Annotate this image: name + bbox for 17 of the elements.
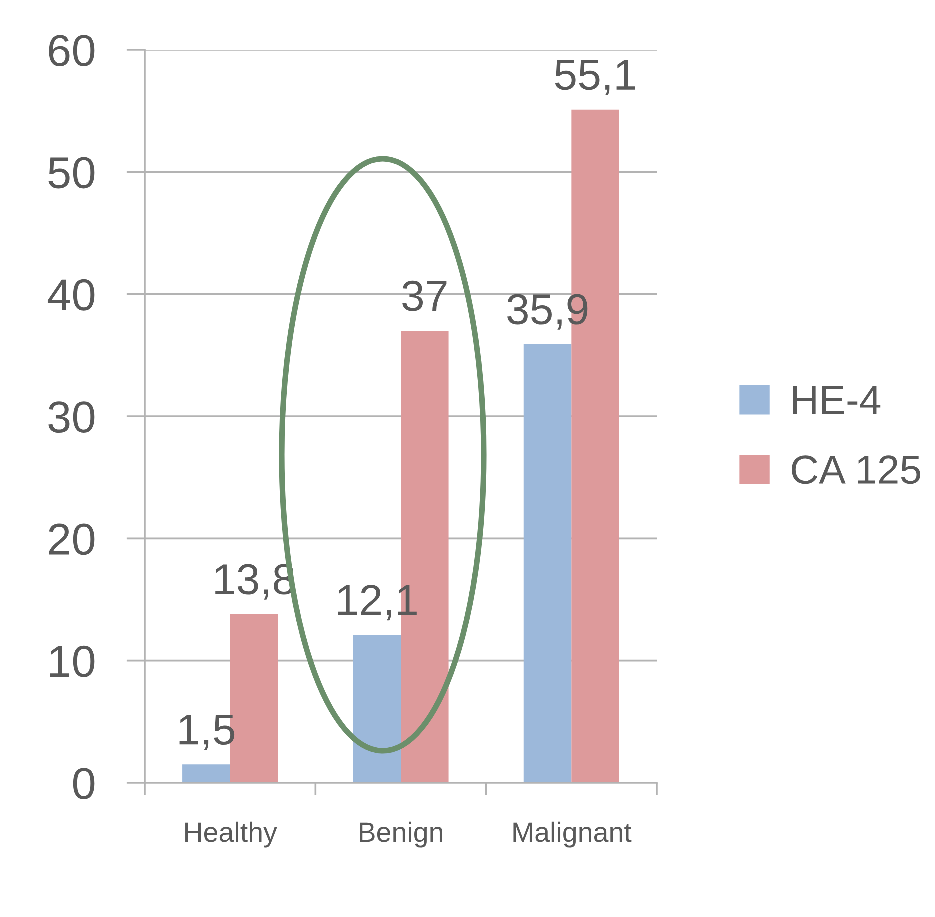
y-tick-label: 20 (49, 524, 95, 556)
y-tick-label: 0 (73, 768, 95, 800)
y-tick-label: 10 (50, 646, 95, 678)
bar (524, 344, 572, 783)
bar (182, 764, 230, 783)
x-tick-label: Healthy (186, 822, 278, 848)
y-tick-label: 50 (48, 157, 95, 189)
x-tick-label: Benign (360, 822, 442, 848)
legend-label: HE-4 (793, 386, 881, 414)
y-tick-label: 30 (48, 402, 95, 434)
data-label: 55,1 (555, 60, 636, 96)
bar (353, 635, 401, 783)
legend-label: CA 125 (792, 456, 920, 484)
y-tick-label: 40 (48, 279, 95, 311)
data-label: 37 (402, 280, 447, 312)
y-tick-label: 60 (49, 35, 95, 67)
x-tick-label: Malignant (514, 822, 632, 848)
